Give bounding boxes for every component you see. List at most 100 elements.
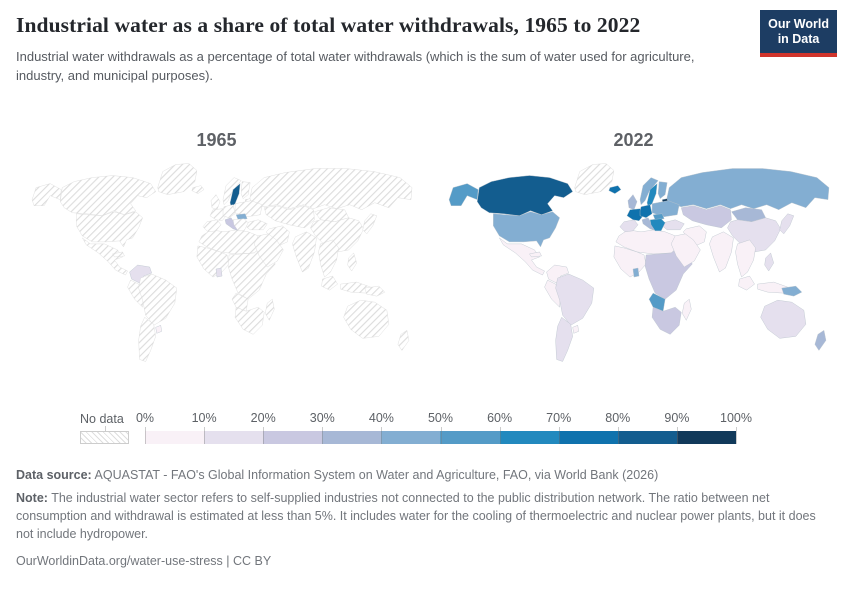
legend-no-data[interactable]: No data [80, 412, 129, 444]
legend-segment[interactable] [381, 430, 441, 444]
citation-link[interactable]: OurWorldinData.org/water-use-stress | CC… [16, 554, 272, 569]
country-greenland[interactable] [573, 162, 614, 195]
legend-tick-line [558, 426, 560, 444]
country-iran[interactable] [682, 225, 707, 246]
country-brazil[interactable] [137, 273, 177, 326]
country-uruguay[interactable] [154, 324, 162, 334]
country-iran[interactable] [265, 225, 290, 246]
country-nz[interactable] [397, 329, 409, 351]
world-map-1965[interactable] [16, 159, 418, 371]
legend-segment[interactable] [676, 430, 736, 444]
country-canada[interactable] [59, 175, 156, 216]
country-iceland[interactable] [191, 185, 204, 194]
legend-segment[interactable] [204, 430, 264, 444]
country-philippines[interactable] [346, 252, 357, 272]
country-finland[interactable] [657, 181, 667, 199]
country-france[interactable] [209, 208, 227, 221]
country-middle-east[interactable] [253, 233, 284, 267]
country-eastern-europe[interactable] [234, 200, 262, 217]
country-balkans[interactable] [649, 218, 665, 231]
country-alaska[interactable] [448, 183, 478, 206]
country-hungary[interactable] [652, 213, 664, 220]
country-madagascar[interactable] [681, 298, 691, 321]
country-ghana[interactable] [215, 267, 222, 277]
country-norway[interactable] [639, 177, 658, 205]
country-cuba[interactable] [528, 251, 542, 257]
legend-segment[interactable] [440, 430, 500, 444]
country-finland[interactable] [240, 181, 250, 199]
country-uruguay[interactable] [571, 324, 579, 334]
legend-segment[interactable] [617, 430, 677, 444]
country-germany[interactable] [222, 204, 235, 218]
data-source-label: Data source: [16, 467, 92, 482]
country-se-asia[interactable] [734, 239, 756, 278]
country-norway[interactable] [222, 177, 241, 205]
country-ghana[interactable] [632, 267, 639, 277]
country-png[interactable] [363, 285, 385, 297]
country-mexico[interactable] [498, 237, 545, 276]
country-venezuela[interactable] [545, 264, 569, 284]
legend-no-data-label: No data [80, 411, 124, 426]
country-usa[interactable] [75, 211, 143, 248]
country-brazil[interactable] [554, 273, 594, 326]
country-indonesia-west[interactable] [737, 275, 755, 291]
country-se-asia[interactable] [317, 239, 339, 278]
country-mexico[interactable] [81, 237, 128, 276]
country-iberia[interactable] [202, 219, 221, 232]
country-alaska[interactable] [31, 183, 61, 206]
country-middle-east[interactable] [670, 233, 701, 267]
country-france[interactable] [626, 208, 644, 221]
world-map-2022[interactable] [433, 159, 835, 371]
country-argentina[interactable] [137, 316, 156, 362]
country-png[interactable] [780, 285, 802, 297]
country-germany[interactable] [639, 204, 652, 218]
legend-tick-label: 80% [605, 410, 631, 425]
country-venezuela[interactable] [128, 264, 152, 284]
country-balkans[interactable] [232, 218, 248, 231]
country-central-asia[interactable] [263, 205, 315, 228]
legend-tick-label: 60% [487, 410, 513, 425]
country-indonesia-west[interactable] [320, 275, 338, 291]
country-australia[interactable] [759, 299, 806, 339]
country-central-asia[interactable] [680, 205, 732, 228]
country-eastern-europe[interactable] [651, 200, 679, 217]
legend-tick-label: 70% [546, 410, 572, 425]
country-uk[interactable] [210, 193, 220, 210]
country-russia[interactable] [248, 168, 412, 210]
legend-segment[interactable] [145, 430, 205, 444]
country-australia[interactable] [342, 299, 389, 339]
chart-header: Industrial water as a share of total wat… [0, 0, 850, 86]
country-southern-africa[interactable] [651, 306, 681, 335]
country-philippines[interactable] [763, 252, 774, 272]
country-hungary[interactable] [235, 213, 247, 220]
country-argentina[interactable] [554, 316, 573, 362]
country-india[interactable] [708, 231, 734, 273]
legend-segment[interactable] [263, 430, 323, 444]
chart-footer: Data source: AQUASTAT - FAO's Global Inf… [16, 466, 834, 571]
country-turkey[interactable] [661, 219, 685, 230]
country-madagascar[interactable] [264, 298, 274, 321]
legend-segment[interactable] [322, 430, 382, 444]
country-cuba[interactable] [111, 251, 125, 257]
country-southern-africa[interactable] [234, 306, 264, 335]
no-data-swatch [80, 430, 129, 444]
country-canada[interactable] [476, 175, 573, 216]
country-iberia[interactable] [619, 219, 638, 232]
country-uk[interactable] [627, 193, 637, 210]
country-japan[interactable] [779, 213, 794, 234]
country-russia[interactable] [665, 168, 829, 210]
country-iceland[interactable] [608, 185, 621, 194]
note-text: The industrial water sector refers to se… [16, 490, 816, 542]
legend-segment[interactable] [499, 430, 559, 444]
owid-logo[interactable]: Our World in Data [760, 10, 837, 57]
country-india[interactable] [291, 231, 317, 273]
country-greenland[interactable] [156, 162, 197, 195]
legend-tick-line [736, 426, 737, 444]
legend-segment[interactable] [558, 430, 618, 444]
country-turkey[interactable] [244, 219, 268, 230]
country-usa[interactable] [492, 211, 560, 248]
note-line: Note: The industrial water sector refers… [16, 489, 834, 543]
country-nz[interactable] [814, 329, 826, 351]
country-japan[interactable] [362, 213, 377, 234]
legend-tick-label: 90% [664, 410, 690, 425]
